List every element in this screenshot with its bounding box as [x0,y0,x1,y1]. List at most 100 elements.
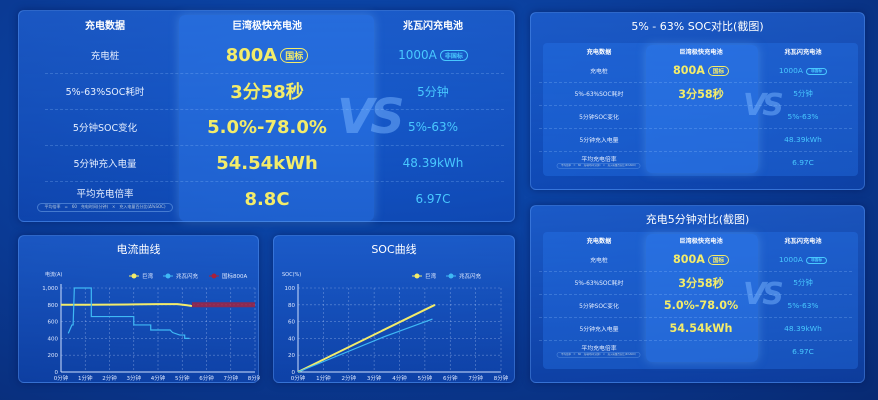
row-label-text: 充电桩 [590,69,608,75]
column-header: 巨湾极快充电池 [679,48,723,56]
table-row: 5%-63%SOC耗时 3分58秒 5分钟 [19,73,514,109]
x-tick-label: 8分钟 [494,374,509,382]
legend-marker[interactable] [165,273,171,279]
row-divider [539,128,852,129]
rate-formula: 平均倍率 = 60 充电时间(分钟) × 充入电量百分比(Δ%SOC) [557,351,641,358]
row-label: 5分钟SOC变化 [529,301,669,310]
standard-badge: 国标 [707,255,730,265]
row-label-text: 5分钟SOC变化 [72,123,138,134]
soc-chart-panel: SOC曲线 SOC(%) 0 20 40 60 80 100 0分钟 1分钟 2分钟 3分钟 4分钟 5… [273,235,515,383]
row-divider [539,82,852,83]
x-tick-label: 3分钟 [367,374,382,382]
highlight-column [646,234,758,362]
column-header: 兆瓦闪充电池 [403,20,463,32]
zhaowa-value-text: 6.97C [792,158,814,167]
x-tick-label: 8分钟 [248,374,260,382]
row-divider [45,181,504,182]
juwan-value-text: 5.0%-78.0% [663,299,739,312]
legend-label[interactable]: 巨湾 [425,272,437,280]
row-label: 5%-63%SOC耗时 [529,278,669,287]
x-tick-label: 2分钟 [342,374,357,382]
legend-marker[interactable] [211,273,217,279]
zhaowa-value: 5分钟 [353,83,513,100]
zhaowa-value: 5%-63% [353,120,513,134]
row-label: 充电桩 [35,48,175,62]
juwan-value: 800A 国标 [611,253,791,266]
juwan-value-text: 800A [672,64,705,77]
vs-logo: VS [337,89,405,145]
current-chart-panel: 电流曲线 电流(A) 0 200 400 600 800 1,000 0分钟 1分钟 2分钟 3分钟… [18,235,260,383]
panel-title: 5% - 63% SOC对比(截图) [631,20,764,33]
zhaowa-value: 48.39kWh [353,156,513,170]
zhaowa-value-text: 48.39kWh [402,156,464,170]
x-tick-label: 7分钟 [468,374,483,382]
formula-eq: = [573,352,576,356]
zhaowa-value: 48.39kWh [723,135,878,144]
row-divider [539,151,852,152]
legend-label[interactable]: 巨湾 [142,272,154,280]
highlight-column [179,15,374,221]
juwan-value-text: 800A [672,253,705,266]
juwan-value: 54.54kWh [611,322,791,335]
juwan-value-text: 5.0%-78.0% [207,116,327,138]
row-label-text: 5%-63%SOC耗时 [574,92,624,98]
row-label-text: 平均充电倍率 [581,345,617,352]
row-divider [45,73,504,74]
juwan-value: 800A 国标 [177,45,357,66]
column-header: 充电数据 [586,237,612,245]
zhaowa-value: 5分钟 [723,88,878,99]
zhaowa-value-text: 5分钟 [793,278,813,287]
table-row: 平均充电倍率 平均倍率 = 60 充电时间(分钟) × 充入电量百分比(Δ%SOC) 8.8C… [19,181,514,217]
formula-times: × [112,204,116,210]
zhaowa-value: 1000A 非国标 [353,48,513,62]
y-tick-label: 80 [288,303,295,309]
row-label-text: 充电桩 [590,258,608,264]
formula-den: 充电时间(分钟) [80,204,109,210]
non-standard-badge: 非国标 [439,50,468,61]
x-tick-label: 0分钟 [291,374,306,382]
panel-title: 充电5分钟对比(截图) [645,213,750,226]
row-label-text: 5分钟SOC变化 [579,304,619,310]
juwan-value: 5.0%-78.0% [611,299,791,312]
y-tick-label: 200 [48,353,59,359]
zhaowa-value-text: 1000A [398,48,437,62]
row-label: 平均充电倍率 平均倍率 = 60 充电时间(分钟) × 充入电量百分比(Δ%SOC) [529,154,669,172]
zhaowa-value: 6.97C [723,347,878,356]
legend-label[interactable]: 国标800A [222,272,247,280]
formula-num: 60 [578,163,582,167]
row-label: 充电桩 [529,66,669,75]
table-row: 充电桩 800A 国标 1000A 非国标 [543,59,858,82]
zhaowa-value-text: 48.39kWh [784,135,822,144]
x-tick-label: 5分钟 [175,374,190,382]
row-divider [539,271,852,272]
row-divider [539,105,852,106]
table-header: 充电数据 巨湾极快充电池 兆瓦闪充电池 [543,43,858,59]
main-comparison-table: VS 充电数据 巨湾极快充电池 兆瓦闪充电池 充电桩 800A 国标 1000A 非国标 5%-… [18,10,515,222]
row-label-text: 充电桩 [90,51,120,62]
x-tick-label: 1分钟 [78,374,93,382]
table-row: 5%-63%SOC耗时 3分58秒 5分钟 [543,82,858,105]
zhaowa-value-text: 5%-63% [787,112,819,121]
table-header: 充电数据 巨湾极快充电池 兆瓦闪充电池 [19,11,514,37]
formula-eq: = [573,163,576,167]
y-axis-label: 电流(A) [45,271,62,278]
soc-chart: SOC(%) 0 20 40 60 80 100 0分钟 1分钟 2分钟 3分钟 4分钟 5分钟 6分钟 7… [282,272,509,382]
legend-marker[interactable] [414,273,420,279]
legend-marker[interactable] [131,273,137,279]
zhaowa-value: 48.39kWh [723,324,878,333]
table-row: 平均充电倍率 平均倍率 = 60 充电时间(分钟) × 充入电量百分比(Δ%SOC) 6.97… [543,340,858,363]
x-tick-label: 3分钟 [127,374,142,382]
row-label-text: 5分钟充入电量 [579,138,619,144]
row-label: 5分钟SOC变化 [529,112,669,121]
formula-right: 充入电量百分比(Δ%SOC) [607,352,637,356]
juwan-value-text: 54.54kWh [669,322,733,335]
table-row: 平均充电倍率 平均倍率 = 60 充电时间(分钟) × 充入电量百分比(Δ%SOC) 6.97… [543,151,858,174]
non-standard-badge: 非国标 [805,67,828,75]
y-tick-label: 0 [292,370,296,376]
legend-label[interactable]: 兆瓦闪充 [176,272,199,280]
legend-label[interactable]: 兆瓦闪充 [459,272,482,280]
juwan-value: 54.54kWh [177,153,357,174]
row-divider [539,340,852,341]
legend-marker[interactable] [448,273,454,279]
mini-table: VS 充电数据 巨湾极快充电池 兆瓦闪充电池 充电桩 800A 国标 1000A 非国标 5%-6… [539,43,858,176]
